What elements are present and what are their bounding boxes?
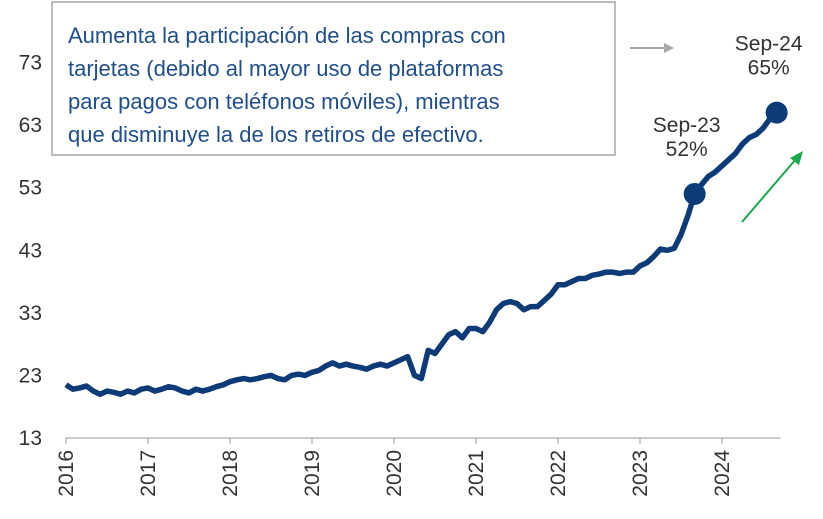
annotation-box (51, 1, 616, 156)
x-tick-label: 2022 (547, 450, 570, 497)
x-tick-label: 2024 (711, 450, 734, 497)
highlight-point (683, 182, 706, 205)
highlight-label: 52% (666, 138, 708, 161)
highlight-label: 65% (748, 57, 790, 80)
x-tick-label: 2021 (465, 450, 488, 497)
y-tick-label: 63 (19, 114, 42, 137)
annotation-line: tarjetas (debido al mayor uso de platafo… (68, 56, 503, 81)
x-tick-label: 2016 (55, 450, 78, 497)
x-tick-label: 2017 (137, 450, 160, 497)
annotation-line: Aumenta la participación de las compras … (68, 23, 506, 48)
trend-arrow (741, 158, 797, 223)
x-tick-label: 2019 (301, 450, 324, 497)
y-tick-label: 53 (19, 177, 42, 200)
y-tick-label: 43 (19, 239, 42, 262)
trend-arrowhead (790, 151, 803, 165)
x-tick-label: 2018 (219, 450, 242, 497)
y-tick-label: 73 (19, 52, 42, 75)
highlight-point (765, 101, 788, 124)
highlight-name: Sep-24 (735, 33, 803, 56)
line (64, 110, 779, 397)
callout-arrowhead (664, 43, 674, 53)
y-tick-label: 23 (19, 364, 42, 387)
y-tick-label: 33 (19, 302, 42, 325)
highlight-name: Sep-23 (653, 114, 721, 137)
x-tick-label: 2020 (383, 450, 406, 497)
annotation-line: que disminuye la de los retiros de efect… (68, 122, 484, 147)
annotation-line: para pagos con teléfonos móviles), mient… (68, 89, 500, 114)
y-tick-label: 13 (19, 427, 42, 450)
x-tick-label: 2023 (629, 450, 652, 497)
